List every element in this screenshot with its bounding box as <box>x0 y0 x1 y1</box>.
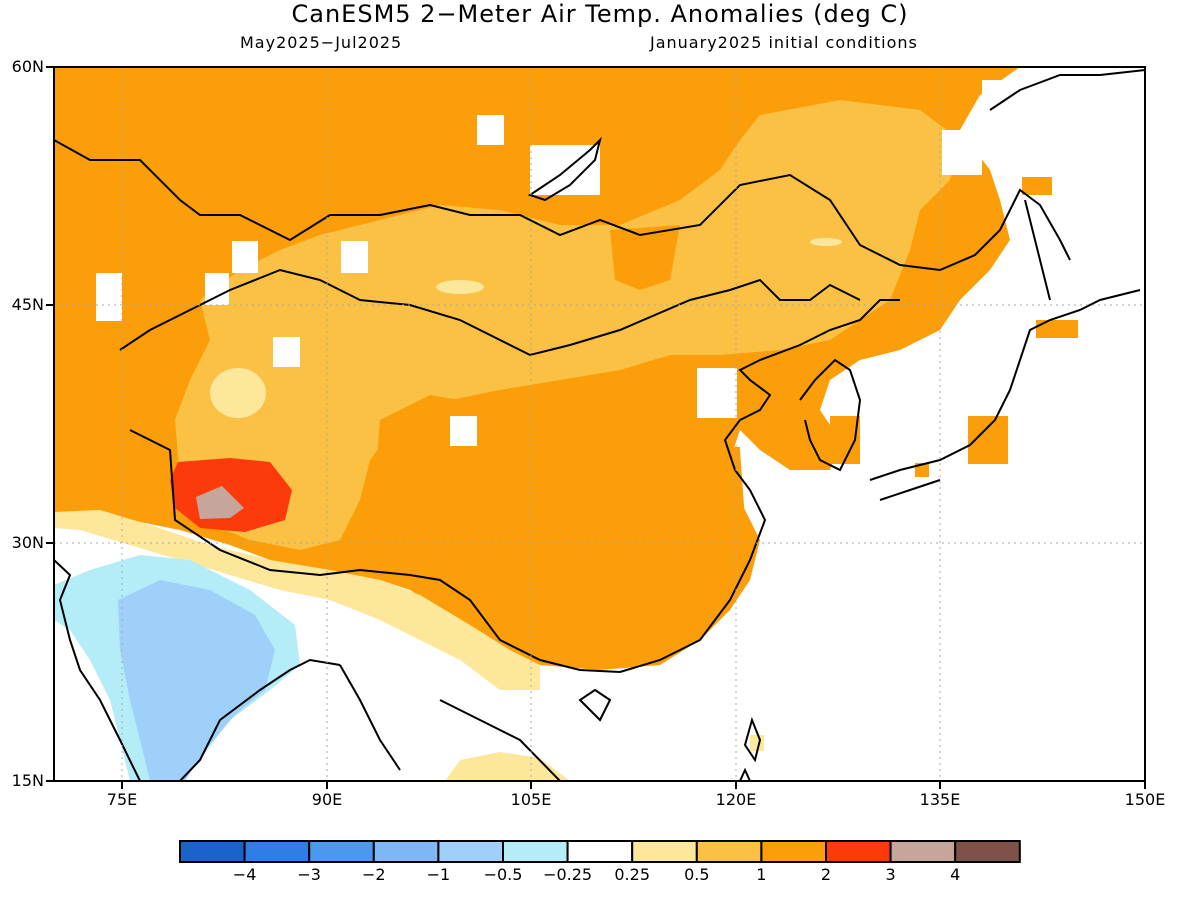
anomaly-region-1-2 <box>915 185 1005 320</box>
colorbar-swatch <box>825 840 892 863</box>
colorbar-tick-label: 1 <box>756 865 767 884</box>
colorbar-swatch <box>954 840 1021 863</box>
colorbar-tick-label: 4 <box>950 865 961 884</box>
colorbar-swatch <box>372 840 440 863</box>
lon-label-150e: 150E <box>1124 790 1166 809</box>
anomaly-region-025-05 <box>810 238 842 246</box>
lon-label-135e: 135E <box>919 790 961 809</box>
map-title: CanESM5 2−Meter Air Temp. Anomalies (deg… <box>291 0 909 28</box>
anomaly-region-1-2 <box>605 435 745 625</box>
colorbar-swatch <box>308 840 375 863</box>
initial-conditions: January2025 initial conditions <box>650 33 918 52</box>
anomaly-region-3-4 <box>196 486 244 519</box>
colorbar-swatch <box>566 840 634 863</box>
lat-label-30n: 30N <box>11 533 44 552</box>
colorbar-tick-label: −1 <box>426 865 451 884</box>
colorbar-tick-label: 3 <box>885 865 896 884</box>
lat-label-15n: 15N <box>11 771 44 790</box>
map-fill-layer <box>54 67 1145 781</box>
colorbar-tick-label: 2 <box>820 865 832 884</box>
colorbar-swatch <box>437 840 504 863</box>
colorbar-tick-label: −0.5 <box>483 865 523 884</box>
lon-label-120e: 120E <box>715 790 757 809</box>
colorbar-swatch <box>889 840 957 863</box>
colorbar-tick-label: −3 <box>297 865 321 884</box>
colorbar-swatch <box>179 840 246 863</box>
colorbar-tick-label: 0.5 <box>684 865 710 884</box>
colorbar-swatch <box>243 840 311 863</box>
lon-label-75e: 75E <box>106 790 138 809</box>
anomaly-region-1-2 <box>530 408 605 448</box>
colorbar-swatch <box>695 840 763 863</box>
anomaly-region-025-05 <box>54 510 540 690</box>
colorbar-swatch <box>760 840 828 863</box>
colorbar <box>179 840 1021 863</box>
colorbar-tick-label: −4 <box>232 865 257 884</box>
lat-label-60n: 60N <box>11 57 44 76</box>
lon-label-105e: 105E <box>510 790 552 809</box>
map-frame <box>53 66 1146 782</box>
lon-label-90e: 90E <box>311 790 343 809</box>
coastlines <box>54 69 1145 781</box>
lat-label-45n: 45N <box>11 295 44 314</box>
colorbar-tick-label: −0.25 <box>543 865 593 884</box>
anomaly-region-025-05 <box>436 280 484 294</box>
gridlines <box>54 67 1145 781</box>
colorbar-tick-label: 0.25 <box>614 865 650 884</box>
anomaly-region-1-2-cells <box>720 177 1078 557</box>
anomaly-region-05-1 <box>175 100 960 550</box>
forecast-period: May2025−Jul2025 <box>240 33 403 52</box>
anomaly-region-1-2 <box>610 225 680 290</box>
colorbar-swatch <box>631 840 698 863</box>
colorbar-tick-label: −2 <box>362 865 386 884</box>
anomaly-region-025-05 <box>210 368 266 418</box>
axis-ticks <box>46 66 1146 789</box>
colorbar-swatch <box>502 840 569 863</box>
anomaly-region-neg-05-1 <box>118 580 275 781</box>
